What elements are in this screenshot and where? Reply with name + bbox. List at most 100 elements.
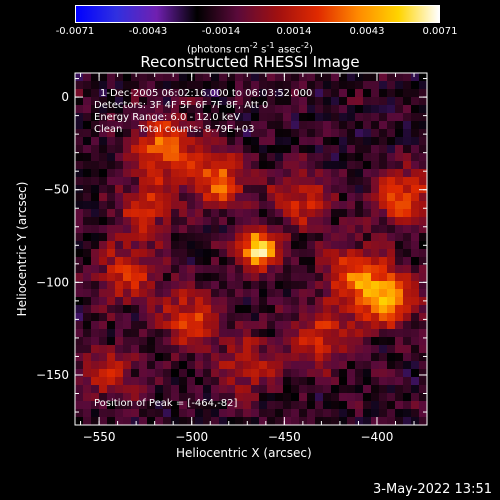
heatmap-cell xyxy=(75,265,84,274)
heatmap-cell xyxy=(139,369,148,378)
heatmap-cell xyxy=(379,105,388,114)
heatmap-cell xyxy=(211,417,220,426)
heatmap-cell xyxy=(339,409,348,418)
heatmap-cell xyxy=(315,129,324,138)
heatmap-cell xyxy=(323,185,332,194)
heatmap-cell xyxy=(299,81,308,90)
heatmap-cell xyxy=(123,273,132,282)
heatmap-cell xyxy=(339,273,348,282)
heatmap-cell xyxy=(99,121,108,130)
heatmap-cell xyxy=(75,281,84,290)
info-line-time: 1-Dec-2005 06:02:16.000 to 06:03:52.000 xyxy=(100,88,313,99)
heatmap-cell xyxy=(227,209,236,218)
heatmap-cell xyxy=(307,153,316,162)
heatmap-cell xyxy=(163,257,172,266)
heatmap-cell xyxy=(355,313,364,322)
heatmap-cell xyxy=(387,377,396,386)
heatmap-cell xyxy=(83,265,92,274)
heatmap-cell xyxy=(115,417,124,426)
heatmap-cell xyxy=(131,321,140,330)
heatmap-cell xyxy=(99,233,108,242)
heatmap-cell xyxy=(171,129,180,138)
heatmap-cell xyxy=(147,417,156,426)
heatmap-cell xyxy=(275,289,284,298)
heatmap-cell xyxy=(163,185,172,194)
heatmap-cell xyxy=(283,217,292,226)
heatmap-cell xyxy=(147,153,156,162)
heatmap-cell xyxy=(403,321,412,330)
heatmap-cell xyxy=(83,225,92,234)
heatmap-cell xyxy=(267,201,276,210)
heatmap-cell xyxy=(307,121,316,130)
heatmap-cell xyxy=(339,417,348,426)
heatmap-cell xyxy=(267,361,276,370)
heatmap-cell xyxy=(323,113,332,122)
heatmap-cell xyxy=(235,241,244,250)
heatmap-cell xyxy=(155,337,164,346)
heatmap-cell xyxy=(387,273,396,282)
heatmap-cell xyxy=(131,385,140,394)
heatmap-cell xyxy=(139,97,148,106)
heatmap-cell xyxy=(403,369,412,378)
heatmap-cell xyxy=(115,353,124,362)
heatmap-cell xyxy=(347,409,356,418)
heatmap-cell xyxy=(395,145,404,154)
heatmap-cell xyxy=(307,265,316,274)
heatmap-cell xyxy=(387,73,396,82)
heatmap-cell xyxy=(387,385,396,394)
heatmap-cell xyxy=(411,89,420,98)
heatmap-cell xyxy=(403,257,412,266)
heatmap-cell xyxy=(195,73,204,82)
heatmap-cell xyxy=(115,393,124,402)
heatmap-cell xyxy=(251,329,260,338)
heatmap-cell xyxy=(235,217,244,226)
heatmap-cell xyxy=(251,385,260,394)
heatmap-cell xyxy=(243,97,252,106)
heatmap-cell xyxy=(267,345,276,354)
heatmap-cell xyxy=(411,417,420,426)
heatmap-cell xyxy=(259,313,268,322)
heatmap-cell xyxy=(403,209,412,218)
heatmap-cell xyxy=(235,201,244,210)
heatmap-cell xyxy=(243,273,252,282)
heatmap-cell xyxy=(75,177,84,186)
heatmap-cell xyxy=(275,113,284,122)
heatmap-cell xyxy=(171,313,180,322)
heatmap-cell xyxy=(355,337,364,346)
heatmap-cell xyxy=(307,217,316,226)
heatmap-cell xyxy=(179,153,188,162)
heatmap-cell xyxy=(259,169,268,178)
heatmap-cell xyxy=(363,281,372,290)
heatmap-cell xyxy=(219,393,228,402)
heatmap-cell xyxy=(419,273,428,282)
heatmap-cell xyxy=(99,193,108,202)
heatmap-cell xyxy=(419,369,428,378)
heatmap-cell xyxy=(139,169,148,178)
heatmap-cell xyxy=(179,401,188,410)
heatmap-cell xyxy=(235,353,244,362)
heatmap-cell xyxy=(219,145,228,154)
heatmap-cell xyxy=(91,241,100,250)
heatmap-cell xyxy=(203,169,212,178)
heatmap-cell xyxy=(395,401,404,410)
heatmap-cell xyxy=(395,113,404,122)
heatmap-cell xyxy=(339,353,348,362)
heatmap-cell xyxy=(211,409,220,418)
heatmap-cell xyxy=(171,401,180,410)
heatmap-cell xyxy=(203,393,212,402)
heatmap-cell xyxy=(291,113,300,122)
heatmap-cell xyxy=(403,297,412,306)
heatmap-cell xyxy=(195,185,204,194)
heatmap-cell xyxy=(219,289,228,298)
heatmap-cell xyxy=(211,233,220,242)
heatmap-cell xyxy=(179,73,188,82)
heatmap-cell xyxy=(395,153,404,162)
heatmap-cell xyxy=(203,273,212,282)
heatmap-cell xyxy=(419,209,428,218)
heatmap-cell xyxy=(259,113,268,122)
heatmap-cell xyxy=(179,321,188,330)
heatmap-cell xyxy=(107,313,116,322)
heatmap-cell xyxy=(99,105,108,114)
heatmap-cell xyxy=(195,97,204,106)
heatmap-cell xyxy=(99,185,108,194)
